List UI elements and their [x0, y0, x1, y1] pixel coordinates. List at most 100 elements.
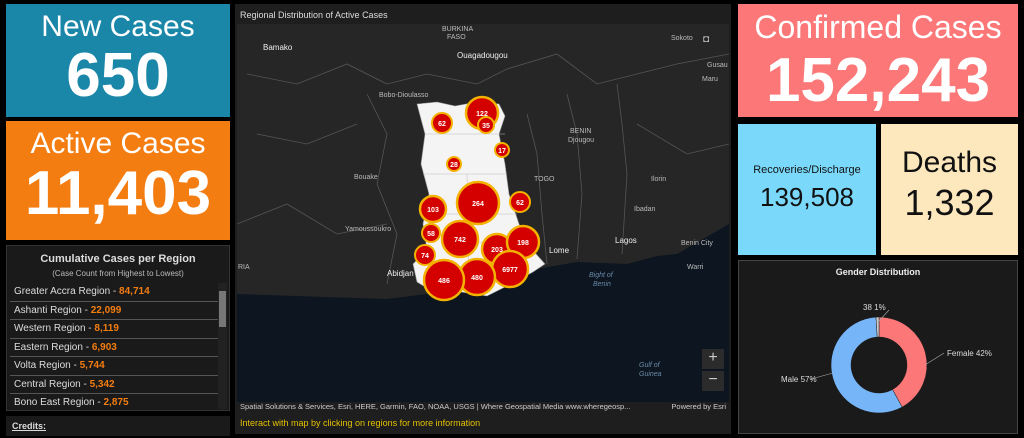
ocean-area [237, 224, 729, 402]
map-label-lagos: Lagos [615, 236, 637, 245]
donut-slice-female[interactable] [878, 316, 928, 408]
cluster-count: 122 [476, 111, 488, 118]
cluster-layer [414, 95, 541, 302]
region-value: 22,099 [90, 304, 122, 316]
cluster-count: 35 [482, 123, 490, 130]
map-label-bobo: Bobo-Dioulasso [379, 92, 429, 99]
deaths-title: Deaths [901, 146, 998, 179]
region-row[interactable]: Central Region - 5,342 [10, 376, 220, 394]
deaths-value: 1,332 [904, 182, 995, 223]
region-value: 5,342 [89, 378, 115, 390]
gender-label-male: Male 57% [781, 375, 817, 384]
region-value: 2,875 [103, 397, 129, 408]
region-list-scrollbar[interactable] [218, 283, 227, 409]
map-location-chip-icon: ◘ [703, 34, 710, 45]
map-label-ouagadougou: Ouagadougou [457, 51, 508, 60]
cluster-count-labels: 122 62 35 17 28 264 103 62 58 742 203 19… [421, 111, 529, 285]
credits-link[interactable]: Credits: [6, 416, 230, 436]
cluster-count: 264 [472, 201, 484, 208]
region-list-panel: Cumulative Cases per Region (Case Count … [6, 245, 230, 411]
region-value: 5,744 [79, 360, 105, 371]
case-cluster-marker [422, 258, 466, 302]
map-label-benin-city: Benin City [681, 240, 713, 247]
cluster-count: 198 [517, 240, 529, 247]
region-row[interactable]: Greater Accra Region - 84,714 [10, 283, 220, 302]
case-cluster-marker [477, 116, 495, 134]
scrollbar-thumb[interactable] [219, 291, 226, 327]
zoom-in-button[interactable]: + [702, 349, 724, 369]
label-leader-line [878, 309, 890, 322]
case-cluster-marker [421, 223, 441, 243]
region-row[interactable]: Ashanti Region - 22,099 [10, 302, 220, 320]
cluster-count: 742 [454, 237, 466, 244]
cluster-count: 28 [450, 162, 458, 169]
map-label-ilorin: Ilorin [651, 176, 667, 183]
gender-label-other: 38 1% [863, 303, 886, 312]
region-row[interactable]: Bono East Region - 2,875 [10, 394, 220, 410]
donut-slice-other[interactable] [875, 316, 880, 338]
deaths-tile: Deaths 1,332 [881, 124, 1018, 255]
map-hint: Interact with map by clicking on regions… [240, 418, 481, 428]
map-attribution-text: Spatial Solutions & Services, Esri, HERE… [240, 402, 631, 411]
map-label-lome: Lome [549, 246, 570, 255]
map-label-gulf-2: Guinea [639, 371, 662, 378]
cluster-count: 62 [438, 121, 446, 128]
gender-chart-title: Gender Distribution [835, 267, 921, 277]
region-name: Bono East Region - [14, 397, 104, 408]
label-leader-line [924, 352, 945, 366]
map-label-togo: TOGO [534, 176, 555, 183]
new-cases-tile: New Cases 650 [6, 4, 230, 117]
map-label-ria: RIA [238, 264, 250, 271]
region-list-title: Cumulative Cases per Region [40, 253, 196, 265]
region-row[interactable]: Western Region - 8,119 [10, 320, 220, 339]
map-panel: Regional Distribution of Active Cases [235, 4, 731, 434]
cluster-count: 6977 [502, 267, 518, 274]
confirmed-cases-value: 152,243 [765, 46, 991, 115]
case-cluster-marker [446, 156, 462, 172]
case-cluster-marker [455, 180, 501, 226]
cluster-count: 486 [438, 278, 450, 285]
active-cases-title: Active Cases [30, 127, 206, 160]
powered-by-esri-link[interactable]: Powered by Esri [671, 402, 726, 411]
region-name: Volta Region - [14, 360, 80, 371]
new-cases-title: New Cases [41, 10, 195, 43]
map-attribution: Spatial Solutions & Services, Esri, HERE… [240, 402, 726, 411]
case-cluster-marker [440, 219, 480, 259]
region-name: Central Region - [14, 378, 90, 390]
case-cluster-marker [414, 244, 436, 266]
cluster-count: 103 [427, 207, 439, 214]
map-canvas[interactable]: 122 62 35 17 28 264 103 62 58 742 203 19… [237, 24, 729, 402]
map-label-maru: Maru [702, 76, 718, 83]
recoveries-tile: Recoveries/Discharge 139,508 [738, 124, 876, 255]
case-cluster-marker [431, 112, 453, 134]
map-view[interactable]: 122 62 35 17 28 264 103 62 58 742 203 19… [237, 24, 729, 402]
active-cases-tile: Active Cases 11,403 [6, 121, 230, 240]
confirmed-cases-tile: Confirmed Cases 152,243 [738, 4, 1018, 117]
map-label-gusau: Gusau [707, 62, 728, 69]
region-value: 6,903 [91, 341, 117, 353]
country-borders [237, 53, 729, 285]
zoom-out-button[interactable]: − [702, 371, 724, 391]
map-label-burkina: BURKINA [442, 26, 474, 33]
region-row[interactable]: Eastern Region - 6,903 [10, 339, 220, 357]
cluster-count: 17 [498, 148, 506, 155]
region-name: Ashanti Region - [14, 304, 91, 316]
gender-panel: Gender Distribution Female 42% Male 57% … [738, 260, 1018, 434]
case-cluster-marker [418, 194, 448, 224]
map-label-bouake: Bouake [354, 174, 378, 181]
map-label-yamoussoukro: Yamoussoukro [345, 226, 392, 233]
map-label-ibadan: Ibadan [634, 206, 656, 213]
gender-label-female: Female 42% [947, 349, 992, 358]
map-label-bight-1: Bight of [589, 272, 613, 279]
new-cases-value: 650 [66, 41, 170, 110]
map-label-faso: FASO [447, 34, 466, 41]
map-label-bamako: Bamako [263, 43, 293, 52]
map-label-djougou: Djougou [568, 137, 595, 144]
donut-slice-male[interactable] [830, 316, 903, 414]
map-label-abidjan: Abidjan [387, 269, 414, 278]
region-row[interactable]: Volta Region - 5,744 [10, 357, 220, 376]
gender-donut-chart[interactable] [739, 261, 1019, 435]
case-cluster-marker [494, 142, 510, 158]
map-label-sokoto: Sokoto [671, 35, 693, 42]
cluster-count: 74 [421, 253, 429, 260]
